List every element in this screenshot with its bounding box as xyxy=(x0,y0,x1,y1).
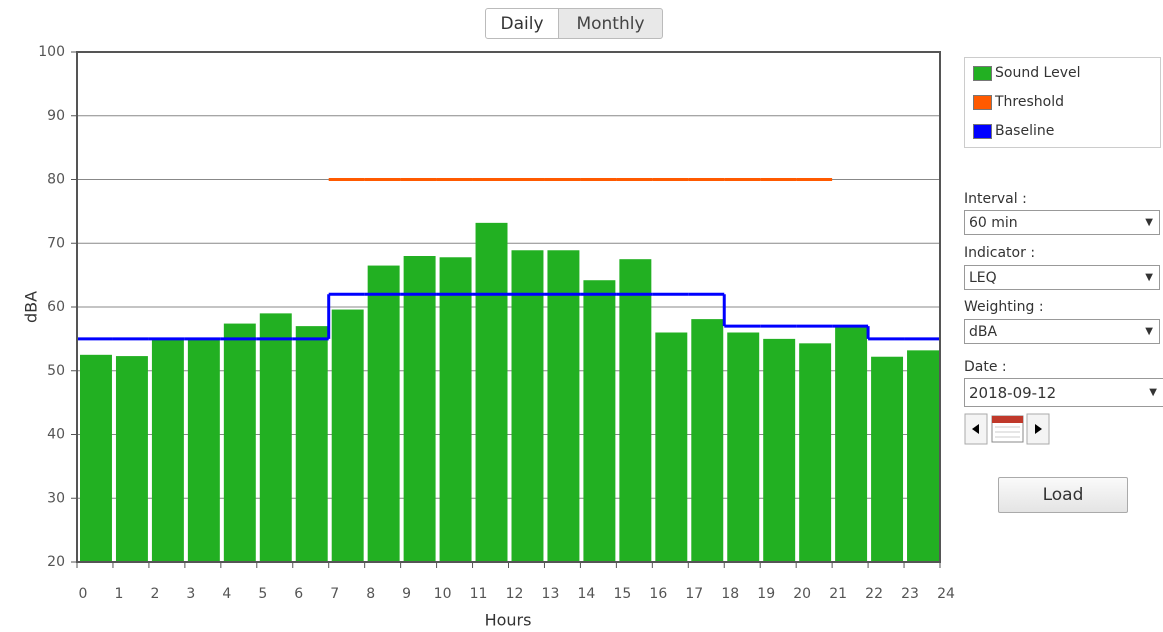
x-tick-label: 16 xyxy=(649,586,667,602)
y-tick-label: 20 xyxy=(47,554,65,570)
x-tick-label: 24 xyxy=(937,586,955,602)
legend-swatch xyxy=(973,123,992,139)
bar xyxy=(655,332,688,562)
y-tick-label: 40 xyxy=(47,427,65,443)
date-input[interactable]: 2018-09-12 xyxy=(964,378,1163,407)
load-button[interactable]: Load xyxy=(998,477,1128,513)
bar xyxy=(115,356,148,562)
legend: Sound Level Threshold Baseline xyxy=(964,57,1161,148)
bar xyxy=(331,309,364,562)
bar xyxy=(583,280,616,562)
bar xyxy=(835,326,868,562)
bar xyxy=(367,265,400,562)
bar xyxy=(259,313,292,562)
y-tick-label: 100 xyxy=(38,44,65,60)
x-tick-label: 6 xyxy=(294,586,303,602)
bar xyxy=(151,338,184,562)
x-tick-label: 11 xyxy=(470,586,488,602)
bar xyxy=(511,250,544,562)
bar xyxy=(187,338,220,562)
x-tick-label: 21 xyxy=(829,586,847,602)
daily-button[interactable]: Daily xyxy=(485,8,559,39)
legend-label: Baseline xyxy=(995,123,1055,139)
bar xyxy=(619,259,652,562)
bar xyxy=(799,343,832,562)
bar xyxy=(907,350,939,562)
bar xyxy=(727,332,760,562)
x-tick-label: 7 xyxy=(330,586,339,602)
bar xyxy=(547,250,580,562)
x-tick-label: 17 xyxy=(685,586,703,602)
legend-entry: Baseline xyxy=(973,123,1054,139)
bar xyxy=(223,323,256,562)
calendar-grid xyxy=(995,426,1020,438)
legend-swatch xyxy=(973,94,992,110)
prev-arrow xyxy=(972,424,979,434)
y-tick-label: 90 xyxy=(47,108,65,124)
legend-label: Threshold xyxy=(995,94,1064,110)
interval-select[interactable]: 60 min xyxy=(964,210,1160,235)
weighting-label: Weighting : xyxy=(964,299,1044,315)
x-tick-label: 10 xyxy=(434,586,452,602)
bar xyxy=(475,222,508,562)
weighting-select[interactable]: dBA xyxy=(964,319,1160,344)
y-axis-label: dBA xyxy=(22,291,41,323)
next-arrow xyxy=(1035,424,1042,434)
x-tick-label: 13 xyxy=(542,586,560,602)
plot-border xyxy=(76,51,941,563)
x-tick-label: 3 xyxy=(186,586,195,602)
x-tick-label: 14 xyxy=(578,586,596,602)
bar xyxy=(295,326,328,562)
bar xyxy=(763,338,796,562)
legend-swatch xyxy=(973,65,992,81)
indicator-select[interactable]: LEQ xyxy=(964,265,1160,290)
legend-entry: Sound Level xyxy=(973,65,1081,81)
date-nav xyxy=(964,413,1050,445)
x-tick-label: 20 xyxy=(793,586,811,602)
bar xyxy=(403,256,436,562)
x-tick-label: 19 xyxy=(757,586,775,602)
y-tick-label: 70 xyxy=(47,235,65,251)
x-tick-label: 9 xyxy=(402,586,411,602)
legend-entry: Threshold xyxy=(973,94,1064,110)
x-tick-label: 22 xyxy=(865,586,883,602)
x-tick-label: 18 xyxy=(721,586,739,602)
monthly-button[interactable]: Monthly xyxy=(558,8,663,39)
interval-label: Interval : xyxy=(964,191,1027,207)
x-tick-label: 5 xyxy=(258,586,267,602)
y-tick-label: 60 xyxy=(47,299,65,315)
x-tick-label: 2 xyxy=(150,586,159,602)
legend-label: Sound Level xyxy=(995,65,1081,81)
x-tick-label: 23 xyxy=(901,586,919,602)
x-tick-label: 15 xyxy=(613,586,631,602)
x-tick-label: 0 xyxy=(79,586,88,602)
bar xyxy=(439,257,472,562)
bar xyxy=(80,354,112,562)
calendar-top xyxy=(992,416,1023,423)
x-tick-label: 12 xyxy=(506,586,524,602)
y-tick-label: 50 xyxy=(47,363,65,379)
indicator-label: Indicator : xyxy=(964,245,1036,261)
date-label: Date : xyxy=(964,359,1007,375)
bar xyxy=(691,319,724,562)
x-tick-label: 1 xyxy=(114,586,123,602)
x-tick-label: 4 xyxy=(222,586,231,602)
bar xyxy=(871,356,904,562)
y-tick-label: 30 xyxy=(47,490,65,506)
y-tick-label: 80 xyxy=(47,172,65,188)
x-axis-label: Hours xyxy=(485,611,532,630)
x-tick-label: 8 xyxy=(366,586,375,602)
